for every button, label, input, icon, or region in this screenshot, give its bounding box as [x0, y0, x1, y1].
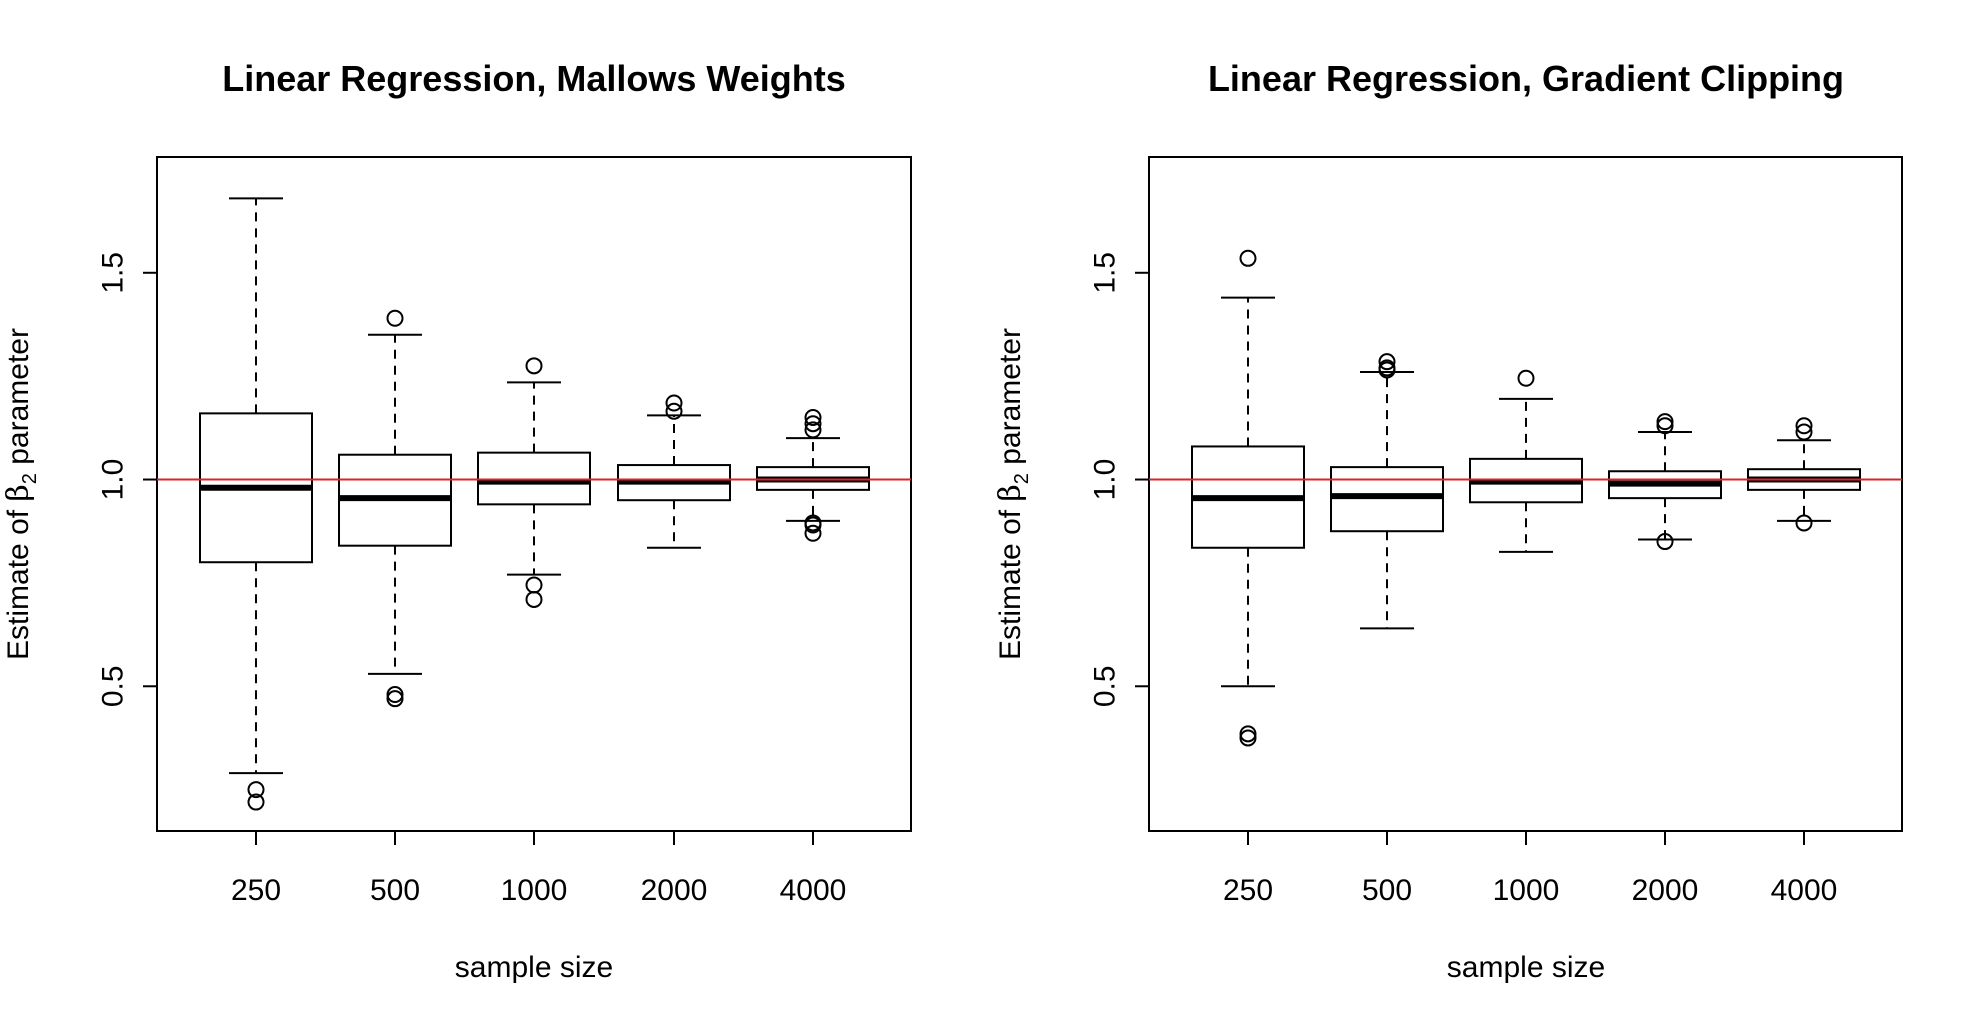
outlier-point — [1656, 533, 1674, 551]
chart-panel-gradient-clipping: Linear Regression, Gradient Clipping 0.5… — [993, 58, 1903, 984]
chart-title: Linear Regression, Mallows Weights — [222, 58, 845, 99]
outlier-point — [386, 690, 404, 708]
outlier-point — [1656, 417, 1674, 435]
box-iqr — [477, 451, 591, 506]
chart-title: Linear Regression, Gradient Clipping — [1208, 58, 1844, 99]
x-axis: 250 500 1000 2000 4000 — [1223, 831, 1837, 907]
outlier-point — [1378, 361, 1396, 379]
x-tick-label: 500 — [370, 874, 420, 907]
y-tick-label: 0.5 — [97, 665, 130, 707]
outlier-point — [247, 781, 265, 799]
outlier-point — [1795, 417, 1813, 435]
outlier-point — [247, 793, 265, 811]
outlier-point — [1795, 423, 1813, 441]
x-tick-label: 1000 — [1493, 874, 1560, 907]
y-tick-label: 1.0 — [97, 459, 130, 501]
outlier-point — [1239, 249, 1257, 267]
x-tick-label: 2000 — [641, 874, 708, 907]
outlier-point — [525, 357, 543, 375]
outlier-point — [804, 524, 822, 542]
x-tick-label: 4000 — [780, 874, 847, 907]
outlier-point — [1378, 353, 1396, 371]
outlier-point — [525, 590, 543, 608]
outlier-point — [386, 309, 404, 327]
y-axis-label: Estimate of β2 parameter — [993, 328, 1033, 660]
boxplot-marks — [157, 197, 911, 811]
y-axis-label: Estimate of β2 parameter — [1, 328, 41, 660]
x-axis-label: sample size — [455, 951, 613, 984]
outlier-point — [804, 421, 822, 439]
x-tick-label: 250 — [1223, 874, 1273, 907]
outlier-point — [804, 415, 822, 433]
outlier-point — [1239, 729, 1257, 747]
outlier-point — [525, 576, 543, 594]
x-tick-label: 500 — [1362, 874, 1412, 907]
x-tick-label: 4000 — [1771, 874, 1838, 907]
outlier-point — [665, 394, 683, 412]
outlier-point — [804, 516, 822, 534]
y-tick-label: 1.5 — [97, 252, 130, 294]
outlier-point — [804, 409, 822, 427]
y-tick-label: 1.5 — [1089, 252, 1122, 294]
chart-panel-mallows: Linear Regression, Mallows Weights 0.5 1.… — [1, 58, 912, 984]
box-iqr — [1330, 466, 1444, 533]
outlier-point — [1795, 514, 1813, 532]
y-axis: 0.5 1.0 1.5 — [97, 252, 157, 707]
x-axis-label: sample size — [1447, 951, 1605, 984]
outlier-point — [386, 686, 404, 704]
y-tick-label: 0.5 — [1089, 665, 1122, 707]
outlier-point — [665, 402, 683, 420]
outlier-point — [1656, 413, 1674, 431]
y-tick-label: 1.0 — [1089, 459, 1122, 501]
outlier-point — [1517, 369, 1535, 387]
x-tick-label: 2000 — [1632, 874, 1699, 907]
x-tick-label: 250 — [231, 874, 281, 907]
boxplot-marks — [1149, 249, 1902, 747]
y-axis: 0.5 1.0 1.5 — [1089, 252, 1149, 707]
x-tick-label: 1000 — [501, 874, 568, 907]
outlier-point — [1239, 725, 1257, 743]
x-axis: 250 500 1000 2000 4000 — [231, 831, 846, 907]
